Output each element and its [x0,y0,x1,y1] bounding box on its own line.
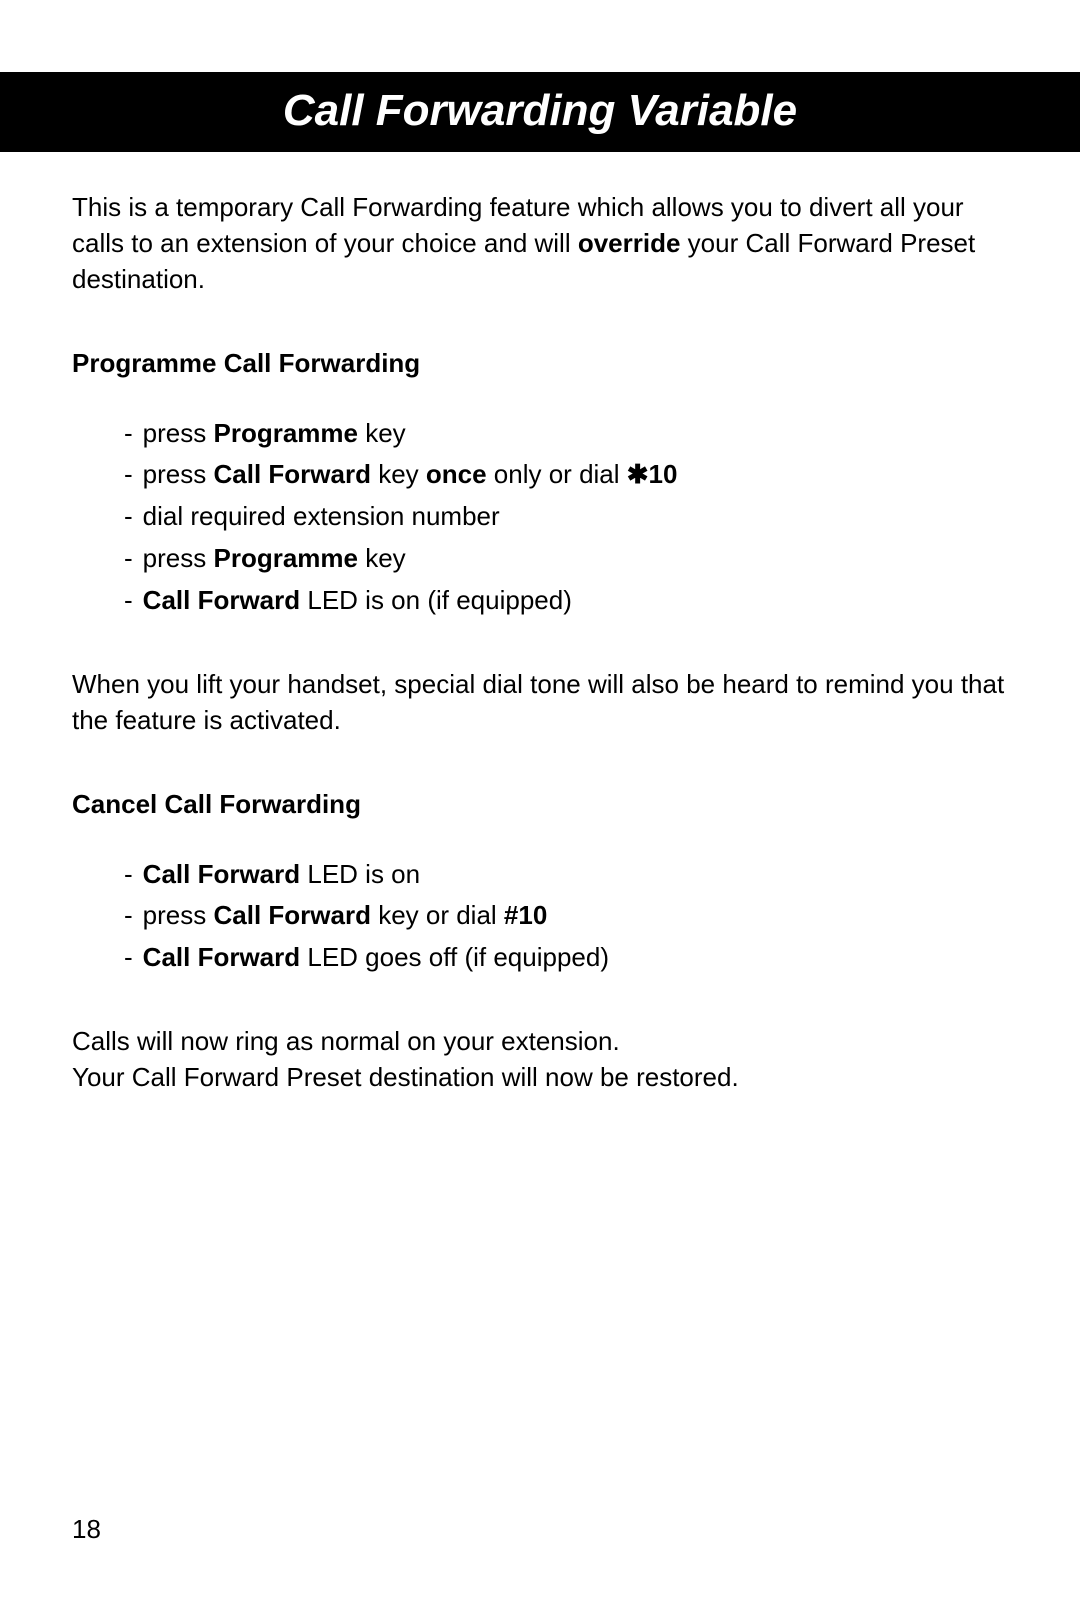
programme-steps-list: -press Programme key-press Call Forward … [72,416,1008,619]
list-item: -Call Forward LED goes off (if equipped) [124,940,1008,976]
page-content: This is a temporary Call Forwarding feat… [0,152,1080,1096]
list-item: -press Programme key [124,541,1008,577]
list-item-text: press Programme key [143,416,1008,452]
list-item: -press Call Forward key once only or dia… [124,457,1008,493]
intro-bold: override [578,228,681,258]
list-dash: - [124,416,133,452]
note-paragraph: When you lift your handset, special dial… [72,667,1008,739]
list-item-text: Call Forward LED is on (if equipped) [143,583,1008,619]
list-dash: - [124,898,133,934]
section-heading-programme: Programme Call Forwarding [72,346,1008,382]
intro-paragraph: This is a temporary Call Forwarding feat… [72,190,1008,298]
list-dash: - [124,457,133,493]
list-item-text: press Call Forward key or dial #10 [143,898,1008,934]
list-item-text: Call Forward LED goes off (if equipped) [143,940,1008,976]
list-dash: - [124,583,133,619]
list-dash: - [124,940,133,976]
list-item: -press Call Forward key or dial #10 [124,898,1008,934]
section-heading-cancel: Cancel Call Forwarding [72,787,1008,823]
closing-line-2: Your Call Forward Preset destination wil… [72,1060,1008,1096]
page-number: 18 [72,1514,101,1545]
list-item-text: press Call Forward key once only or dial… [143,457,1008,493]
list-item: -Call Forward LED is on (if equipped) [124,583,1008,619]
list-dash: - [124,857,133,893]
list-dash: - [124,499,133,535]
list-item: -Call Forward LED is on [124,857,1008,893]
document-page: Call Forwarding Variable This is a tempo… [0,72,1080,1605]
list-item: -dial required extension number [124,499,1008,535]
closing-paragraph: Calls will now ring as normal on your ex… [72,1024,1008,1096]
list-item-text: dial required extension number [143,499,1008,535]
closing-line-1: Calls will now ring as normal on your ex… [72,1024,1008,1060]
list-item-text: Call Forward LED is on [143,857,1008,893]
cancel-steps-list: -Call Forward LED is on-press Call Forwa… [72,857,1008,977]
list-item: -press Programme key [124,416,1008,452]
list-item-text: press Programme key [143,541,1008,577]
list-dash: - [124,541,133,577]
page-title: Call Forwarding Variable [0,72,1080,152]
